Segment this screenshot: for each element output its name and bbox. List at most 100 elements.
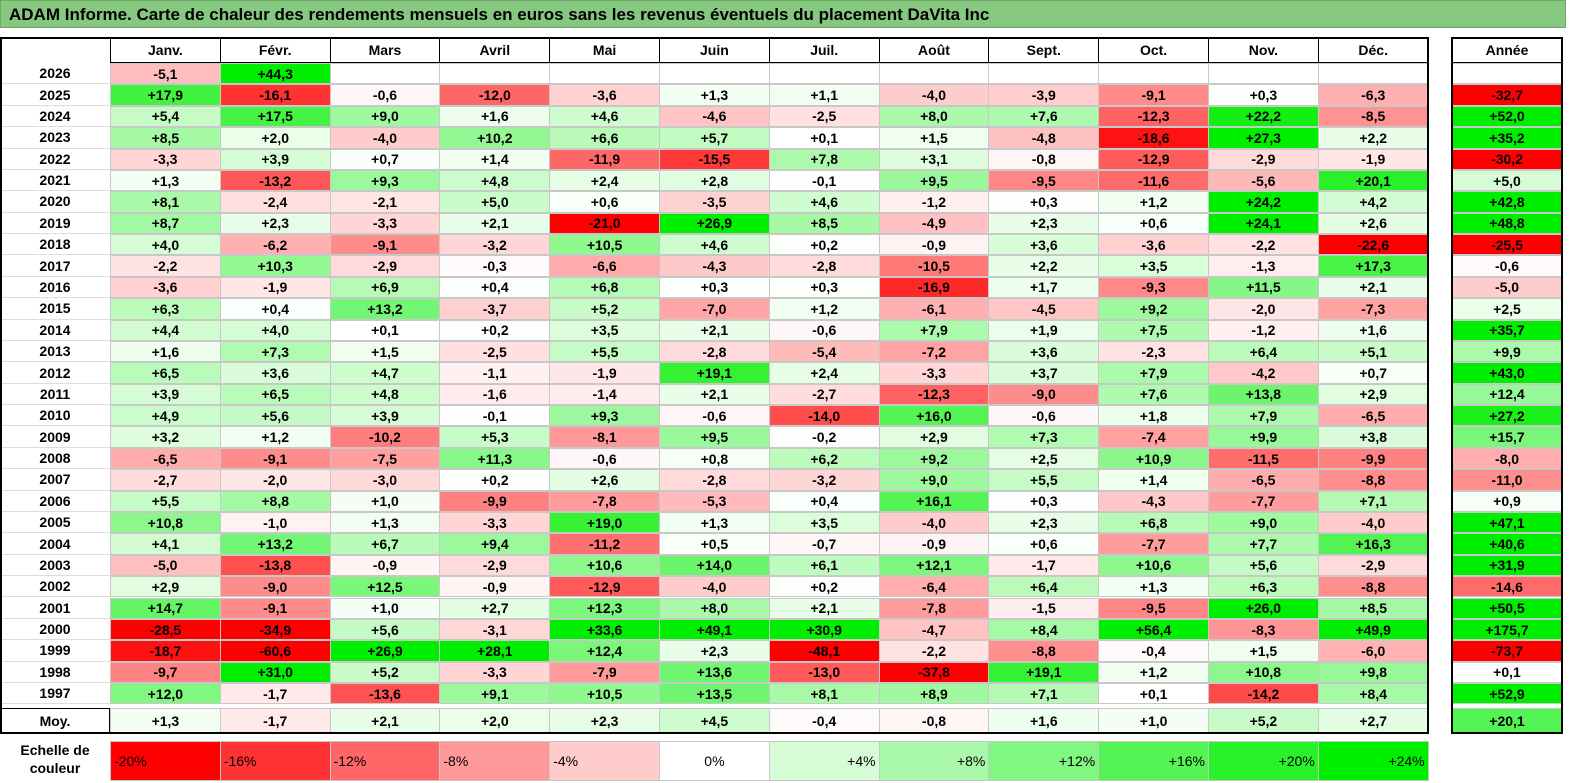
annual-cell: -0,6 [1451, 255, 1563, 277]
heatmap-cell: +0,3 [988, 490, 1100, 512]
month-header: Avril [439, 37, 551, 63]
heatmap-cell: -10,5 [878, 255, 990, 277]
heatmap-cell: -6,4 [878, 576, 990, 598]
month-header: Nov. [1208, 37, 1319, 63]
heatmap-cell: +2,8 [659, 169, 770, 192]
heatmap-cell: -1,3 [1208, 255, 1319, 277]
year-label: 2000 [0, 618, 110, 641]
heatmap-cell: +49,1 [659, 618, 770, 641]
heatmap-cell: +3,7 [988, 362, 1100, 384]
average-annual-cell: +20,1 [1451, 708, 1563, 735]
heatmap-cell: -4,3 [1098, 490, 1209, 512]
heatmap-cell: +2,3 [988, 212, 1100, 235]
heatmap-cell: -2,7 [768, 383, 880, 406]
heatmap-cell: +4,8 [439, 169, 551, 192]
heatmap-cell: +13,2 [219, 533, 331, 555]
heatmap-cell: +5,5 [110, 490, 221, 512]
year-label: 2019 [0, 212, 110, 235]
year-label: 2020 [0, 191, 110, 213]
heatmap-cell: -2,8 [659, 469, 770, 491]
annual-cell: -73,7 [1451, 640, 1563, 662]
heatmap-cell: -4,5 [988, 298, 1100, 320]
heatmap-cell: +2,3 [659, 640, 770, 662]
heatmap-cell: +3,9 [329, 405, 441, 427]
average-cell: +2,3 [549, 708, 660, 735]
heatmap-cell: +0,4 [439, 276, 551, 299]
heatmap-cell: +56,4 [1098, 618, 1209, 641]
month-header: Déc. [1317, 37, 1429, 63]
heatmap-cell: -7,7 [1208, 490, 1319, 512]
heatmap-cell: -2,9 [439, 554, 551, 577]
heatmap-cell: -5,6 [1208, 169, 1319, 192]
heatmap-cell: +3,5 [549, 319, 660, 341]
heatmap-cell: +31,0 [219, 661, 331, 683]
scale-swatch: +4% [768, 741, 880, 781]
heatmap-cell: +7,9 [878, 319, 990, 341]
heatmap-cell: +3,9 [219, 148, 331, 170]
heatmap-cell: +27,3 [1208, 127, 1319, 149]
heatmap-cell: -1,2 [878, 191, 990, 213]
heatmap-cell: -0,9 [329, 554, 441, 577]
heatmap-cell: +6,2 [768, 447, 880, 470]
heatmap-cell: +12,0 [110, 683, 221, 705]
average-label: Moy. [0, 708, 110, 735]
heatmap-cell: -2,7 [110, 469, 221, 491]
heatmap-cell: +4,4 [110, 319, 221, 341]
annual-cell: +35,2 [1451, 127, 1563, 149]
annual-cell: +27,2 [1451, 405, 1563, 427]
heatmap-cell: +30,9 [768, 618, 880, 641]
heatmap-cell: +0,2 [768, 234, 880, 256]
scale-swatch: +12% [988, 741, 1100, 781]
heatmap-cell: +8,0 [659, 597, 770, 619]
heatmap-cell: +7,3 [988, 426, 1100, 448]
heatmap-cell: +1,7 [988, 276, 1100, 299]
heatmap-cell: +2,3 [988, 511, 1100, 534]
heatmap-cell: +8,8 [219, 490, 331, 512]
heatmap-cell: -12,3 [878, 383, 990, 406]
heatmap-cell: +6,4 [988, 576, 1100, 598]
annual-cell: +47,1 [1451, 511, 1563, 534]
heatmap-cell: -7,2 [878, 340, 990, 363]
heatmap-cell [878, 63, 990, 85]
heatmap-cell: +1,6 [439, 105, 551, 128]
heatmap-cell: +1,6 [110, 340, 221, 363]
heatmap-cell: -9,1 [219, 597, 331, 619]
month-header: Mars [329, 37, 441, 63]
heatmap-cell: +7,6 [988, 105, 1100, 128]
heatmap-cell: -9,0 [219, 576, 331, 598]
heatmap-cell: -2,4 [219, 191, 331, 213]
year-label: 1999 [0, 640, 110, 662]
heatmap-cell [659, 63, 770, 85]
heatmap-cell: -8,5 [1317, 105, 1429, 128]
heatmap-cell: +3,6 [219, 362, 331, 384]
heatmap-cell: +2,7 [439, 597, 551, 619]
scale-swatch: -12% [329, 741, 441, 781]
annual-cell: +50,5 [1451, 597, 1563, 619]
average-cell: +1,3 [110, 708, 221, 735]
heatmap-cell: +5,5 [988, 469, 1100, 491]
heatmap-cell: +7,5 [1098, 319, 1209, 341]
heatmap-cell: +6,5 [110, 362, 221, 384]
heatmap-cell: +6,5 [219, 383, 331, 406]
heatmap-cell: -11,6 [1098, 169, 1209, 192]
heatmap-cell: +5,4 [110, 105, 221, 128]
heatmap-cell: +0,8 [659, 447, 770, 470]
annual-cell: +52,0 [1451, 105, 1563, 128]
heatmap-cell: +13,6 [659, 661, 770, 683]
heatmap-cell: -1,9 [1317, 148, 1429, 170]
heatmap-cell: -3,1 [439, 618, 551, 641]
heatmap-cell: -1,2 [1208, 319, 1319, 341]
heatmap-cell: -0,9 [439, 576, 551, 598]
heatmap-cell: +17,9 [110, 84, 221, 106]
heatmap-cell: -3,3 [878, 362, 990, 384]
heatmap-cell: -2,2 [110, 255, 221, 277]
heatmap-cell: +1,4 [439, 148, 551, 170]
heatmap-cell: +1,3 [659, 511, 770, 534]
year-label: 2013 [0, 340, 110, 363]
annual-cell: -11,0 [1451, 469, 1563, 491]
heatmap-cell: +3,6 [988, 340, 1100, 363]
heatmap-cell [988, 63, 1100, 85]
heatmap-cell: +2,1 [768, 597, 880, 619]
heatmap-cell: +6,9 [329, 276, 441, 299]
heatmap-cell: -2,8 [659, 340, 770, 363]
